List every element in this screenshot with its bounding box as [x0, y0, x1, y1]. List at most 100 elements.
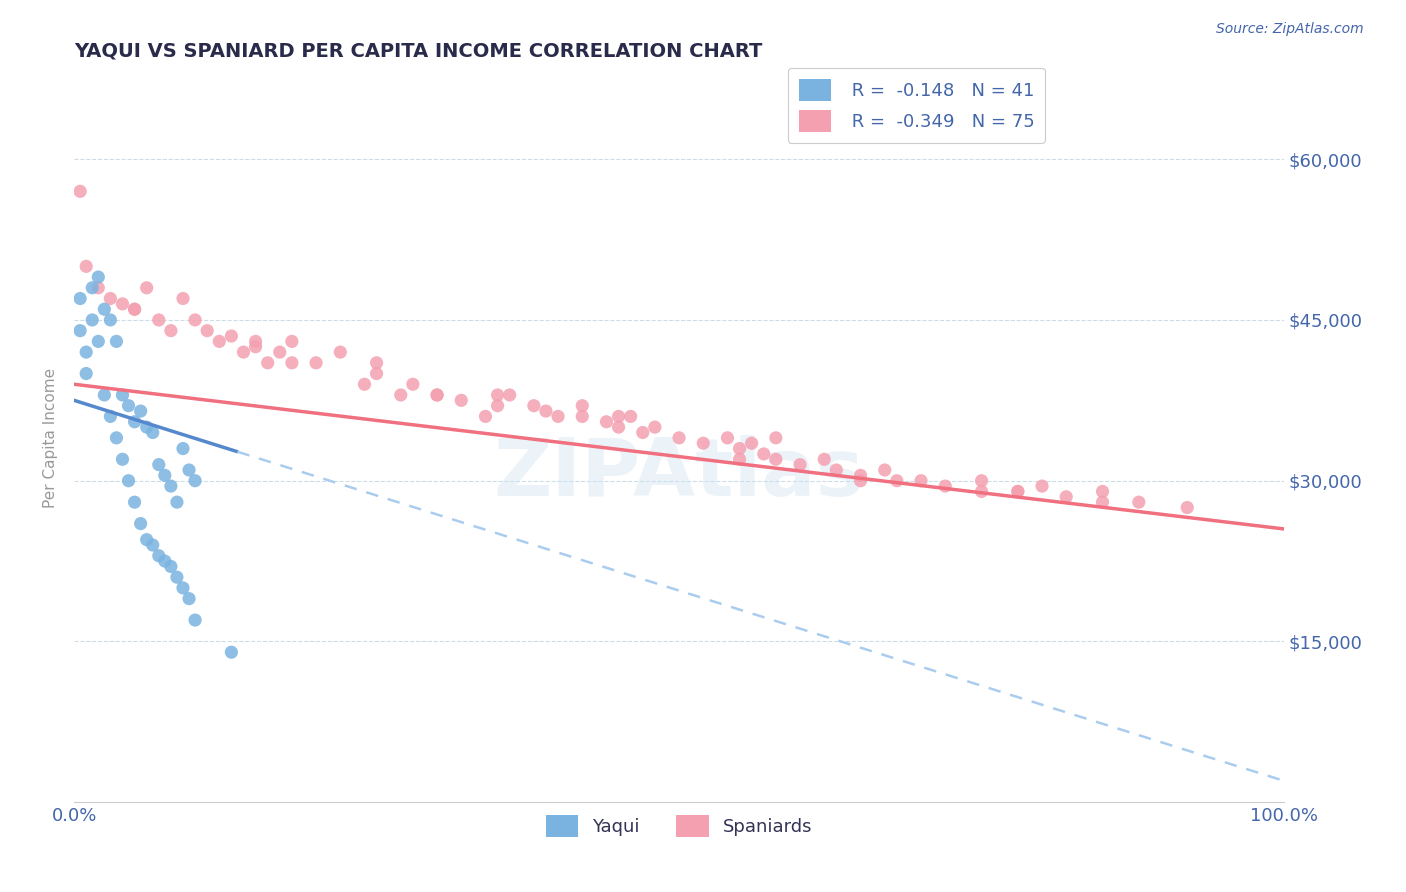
- Point: [93, 388, 115, 402]
- Point: [221, 645, 243, 659]
- Point: [825, 463, 848, 477]
- Point: [124, 495, 146, 509]
- Point: [184, 474, 207, 488]
- Point: [177, 591, 200, 606]
- Point: [256, 356, 278, 370]
- Point: [129, 404, 152, 418]
- Point: [184, 613, 207, 627]
- Point: [353, 377, 375, 392]
- Point: [886, 474, 908, 488]
- Point: [668, 431, 690, 445]
- Point: [1031, 479, 1053, 493]
- Point: [148, 313, 170, 327]
- Point: [389, 388, 412, 402]
- Point: [366, 356, 388, 370]
- Point: [571, 409, 593, 424]
- Point: [160, 559, 183, 574]
- Point: [135, 533, 157, 547]
- Point: [595, 415, 617, 429]
- Point: [498, 388, 520, 402]
- Point: [177, 463, 200, 477]
- Point: [100, 313, 122, 327]
- Point: [111, 388, 134, 402]
- Point: [426, 388, 449, 402]
- Point: [124, 302, 146, 317]
- Point: [75, 367, 97, 381]
- Point: [813, 452, 835, 467]
- Point: [1128, 495, 1150, 509]
- Point: [172, 292, 194, 306]
- Point: [82, 313, 104, 327]
- Point: [305, 356, 328, 370]
- Point: [166, 570, 188, 584]
- Point: [789, 458, 811, 472]
- Point: [486, 388, 509, 402]
- Point: [426, 388, 449, 402]
- Point: [269, 345, 291, 359]
- Point: [87, 281, 110, 295]
- Legend: Yaqui, Spaniards: Yaqui, Spaniards: [538, 808, 820, 844]
- Point: [873, 463, 896, 477]
- Text: Source: ZipAtlas.com: Source: ZipAtlas.com: [1216, 22, 1364, 37]
- Point: [105, 431, 128, 445]
- Point: [82, 281, 104, 295]
- Point: [135, 420, 157, 434]
- Point: [69, 324, 91, 338]
- Point: [1091, 484, 1114, 499]
- Point: [644, 420, 666, 434]
- Point: [765, 452, 787, 467]
- Point: [166, 495, 188, 509]
- Point: [728, 452, 751, 467]
- Point: [117, 474, 139, 488]
- Point: [1175, 500, 1198, 515]
- Point: [208, 334, 231, 349]
- Point: [1054, 490, 1077, 504]
- Point: [849, 474, 872, 488]
- Point: [970, 484, 993, 499]
- Point: [752, 447, 775, 461]
- Point: [87, 334, 110, 349]
- Text: YAQUI VS SPANIARD PER CAPITA INCOME CORRELATION CHART: YAQUI VS SPANIARD PER CAPITA INCOME CORR…: [75, 42, 762, 61]
- Point: [970, 474, 993, 488]
- Point: [111, 452, 134, 467]
- Point: [153, 468, 176, 483]
- Point: [105, 334, 128, 349]
- Point: [849, 468, 872, 483]
- Point: [129, 516, 152, 531]
- Point: [172, 581, 194, 595]
- Y-axis label: Per Capita Income: Per Capita Income: [44, 368, 58, 508]
- Point: [245, 340, 267, 354]
- Point: [741, 436, 763, 450]
- Point: [135, 281, 157, 295]
- Point: [1007, 484, 1029, 499]
- Point: [142, 538, 165, 552]
- Point: [607, 420, 630, 434]
- Point: [124, 302, 146, 317]
- Point: [1007, 484, 1029, 499]
- Point: [142, 425, 165, 440]
- Point: [100, 409, 122, 424]
- Point: [534, 404, 557, 418]
- Point: [366, 367, 388, 381]
- Point: [910, 474, 932, 488]
- Point: [450, 393, 472, 408]
- Point: [547, 409, 569, 424]
- Point: [153, 554, 176, 568]
- Point: [117, 399, 139, 413]
- Point: [160, 479, 183, 493]
- Point: [281, 356, 304, 370]
- Point: [692, 436, 714, 450]
- Point: [1091, 495, 1114, 509]
- Point: [100, 292, 122, 306]
- Point: [87, 270, 110, 285]
- Text: ZIPAtlas: ZIPAtlas: [494, 435, 865, 513]
- Point: [111, 297, 134, 311]
- Point: [93, 302, 115, 317]
- Point: [620, 409, 643, 424]
- Point: [631, 425, 654, 440]
- Point: [195, 324, 218, 338]
- Point: [474, 409, 496, 424]
- Point: [69, 292, 91, 306]
- Point: [765, 431, 787, 445]
- Point: [281, 334, 304, 349]
